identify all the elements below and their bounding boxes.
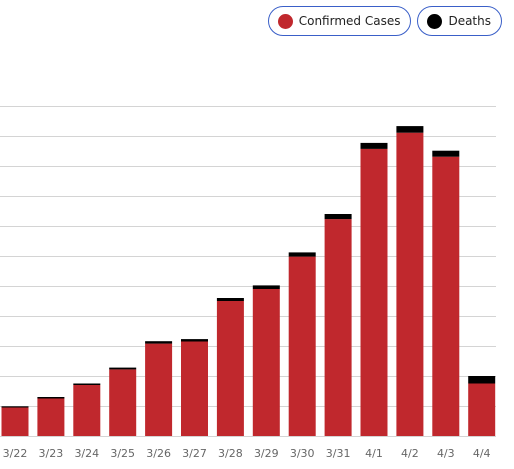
legend: Confirmed Cases Deaths [267,6,502,36]
legend-label-confirmed-cases: Confirmed Cases [298,14,401,28]
bar-confirmed-cases [109,369,137,436]
bar-deaths [145,341,173,344]
bar-confirmed-cases [145,343,173,436]
bar-deaths [432,150,460,157]
bar-deaths [252,285,280,289]
bar-confirmed-cases [396,132,424,436]
x-tick-label: 3/24 [74,447,99,460]
x-tick-label: 4/2 [401,447,419,460]
x-tick-label: 3/25 [110,447,135,460]
bar-deaths [324,214,352,220]
bar-confirmed-cases [324,219,352,436]
bar-deaths [37,397,65,399]
bar-confirmed-cases [216,301,244,436]
x-tick-label: 4/1 [365,447,383,460]
bar-confirmed-cases [181,341,208,436]
bar-confirmed-cases [1,407,29,436]
bar-confirmed-cases [288,256,316,436]
bar-deaths [216,298,244,301]
bar-deaths [360,142,388,149]
confirmed-cases-dot-icon [277,13,293,29]
bar-confirmed-cases [360,148,388,436]
x-tick-label: 3/22 [3,447,28,460]
x-tick-label: 3/29 [254,447,279,460]
bar-deaths [396,126,424,133]
bar-confirmed-cases [252,289,280,436]
x-tick-label: 3/30 [290,447,315,460]
x-tick-label: 3/28 [218,447,243,460]
bar-deaths [181,339,208,342]
deaths-dot-icon [427,13,443,29]
x-tick-label: 3/31 [326,447,351,460]
x-tick-label: 3/27 [182,447,207,460]
legend-item-confirmed-cases[interactable]: Confirmed Cases [267,6,412,36]
bar-confirmed-cases [468,383,496,436]
legend-label-deaths: Deaths [448,14,491,28]
x-tick-label: 3/26 [146,447,171,460]
x-tick-label: 4/4 [473,447,491,460]
bar-confirmed-cases [73,385,101,436]
bar-deaths [109,367,137,370]
bar-deaths [288,252,316,257]
legend-item-deaths[interactable]: Deaths [417,6,502,36]
bar-confirmed-cases [432,156,460,436]
bar-deaths [1,406,29,408]
x-tick-label: 3/23 [39,447,64,460]
bar-deaths [73,383,101,385]
x-tick-label: 4/3 [437,447,455,460]
bar-confirmed-cases [37,398,65,436]
bar-deaths [468,376,496,384]
